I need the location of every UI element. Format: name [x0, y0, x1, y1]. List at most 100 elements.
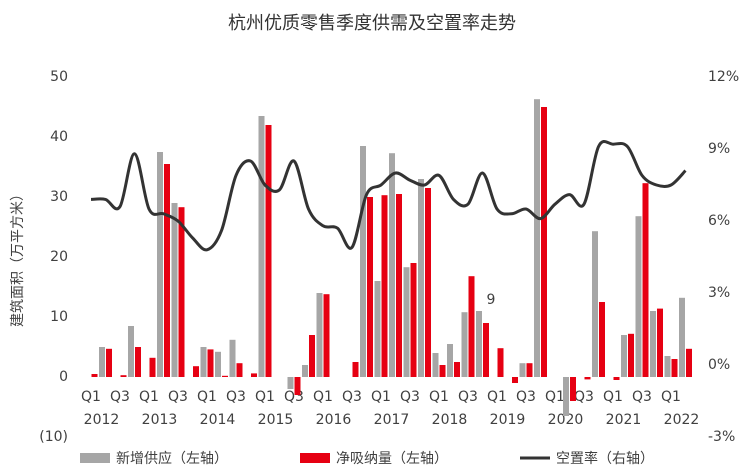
y2-tick-label: 3% — [708, 285, 730, 301]
bar — [229, 339, 236, 377]
bar — [164, 164, 170, 377]
y-tick-label: 0 — [59, 369, 68, 385]
bar — [251, 373, 257, 377]
bar — [258, 116, 265, 377]
bar — [287, 377, 294, 389]
bar — [635, 216, 642, 377]
bar — [563, 377, 569, 416]
bar — [650, 311, 656, 377]
x-tick-label: Q1 — [545, 389, 565, 405]
bar — [621, 335, 627, 377]
bar — [483, 323, 489, 377]
bar — [679, 297, 685, 377]
x-tick-label: Q1 — [81, 389, 101, 405]
bar — [534, 99, 540, 377]
bar — [352, 362, 359, 377]
bar — [135, 347, 141, 377]
y2-tick-label: -3% — [708, 429, 735, 445]
bar — [302, 365, 308, 377]
bar — [178, 207, 185, 377]
x-tick-label: Q1 — [255, 389, 275, 405]
y-tick-label: 40 — [50, 129, 68, 145]
bar — [526, 363, 533, 377]
bar — [584, 377, 591, 380]
year-label: 2016 — [316, 412, 352, 428]
bar — [418, 179, 424, 377]
bar — [374, 281, 381, 377]
bar — [106, 348, 112, 377]
x-tick-label: Q3 — [168, 389, 188, 405]
bar — [642, 183, 649, 377]
bar — [686, 348, 692, 377]
bar — [120, 375, 127, 377]
legend-label: 空置率（右轴） — [556, 450, 654, 467]
x-tick-label: Q3 — [342, 389, 362, 405]
bar — [497, 348, 504, 377]
line — [90, 139, 687, 252]
y-tick-label: 10 — [50, 309, 68, 325]
y2-tick-label: 9% — [708, 141, 730, 157]
bar — [613, 377, 620, 380]
y2-tick-label: 6% — [708, 213, 730, 229]
bar — [432, 353, 439, 377]
chart-title: 杭州优质零售季度供需及空置率走势 — [228, 13, 516, 34]
bar — [454, 362, 460, 377]
x-tick-label: Q3 — [632, 389, 652, 405]
bar — [360, 146, 366, 377]
year-label: 2020 — [548, 412, 584, 428]
x-tick-label: Q3 — [574, 389, 594, 405]
y-tick-label: 30 — [50, 189, 68, 205]
bar — [265, 125, 272, 377]
bar — [657, 308, 663, 377]
y-axis-title: 建筑面积（万平方米） — [10, 187, 26, 327]
year-label: 2019 — [490, 412, 526, 428]
bar — [461, 312, 468, 377]
bar — [367, 197, 373, 377]
year-label: 2018 — [432, 412, 468, 428]
y-tick-label: 50 — [50, 69, 68, 85]
y-tick-label: 20 — [50, 249, 68, 265]
x-tick-label: Q1 — [487, 389, 507, 405]
x-tick-label: Q1 — [371, 389, 391, 405]
year-label: 2017 — [374, 412, 410, 428]
bar — [476, 311, 482, 377]
bar — [193, 366, 199, 377]
bar — [447, 344, 453, 377]
year-label: 2021 — [606, 412, 642, 428]
x-tick-label: Q1 — [603, 389, 623, 405]
bar — [316, 293, 323, 377]
bar — [396, 194, 402, 377]
bar — [389, 153, 395, 377]
bar — [222, 375, 228, 377]
bar — [91, 374, 98, 377]
x-tick-label: Q3 — [226, 389, 246, 405]
year-label: 2012 — [84, 412, 120, 428]
bar — [99, 347, 105, 377]
bar — [519, 363, 526, 377]
bar — [309, 335, 315, 377]
bar — [215, 351, 221, 377]
y2-tick-label: 12% — [708, 69, 739, 85]
bar — [323, 294, 330, 377]
x-tick-label: Q3 — [516, 389, 536, 405]
bar — [541, 107, 547, 377]
legend-swatch — [80, 453, 110, 463]
bar — [628, 333, 634, 377]
bar — [410, 263, 417, 377]
x-tick-label: Q3 — [458, 389, 478, 405]
x-tick-label: Q1 — [313, 389, 333, 405]
x-tick-label: Q3 — [400, 389, 420, 405]
year-label: 2013 — [142, 412, 178, 428]
bar — [439, 365, 446, 377]
bar — [149, 357, 156, 377]
legend-swatch — [300, 453, 330, 463]
x-tick-label: Q1 — [139, 389, 159, 405]
bar — [200, 347, 207, 377]
bar — [512, 377, 518, 383]
bar — [468, 276, 475, 377]
bar — [207, 349, 214, 377]
y-tick-label: (10) — [39, 429, 68, 445]
bar — [294, 377, 301, 395]
x-tick-label: Q3 — [110, 389, 130, 405]
annotation: 9 — [487, 292, 496, 308]
